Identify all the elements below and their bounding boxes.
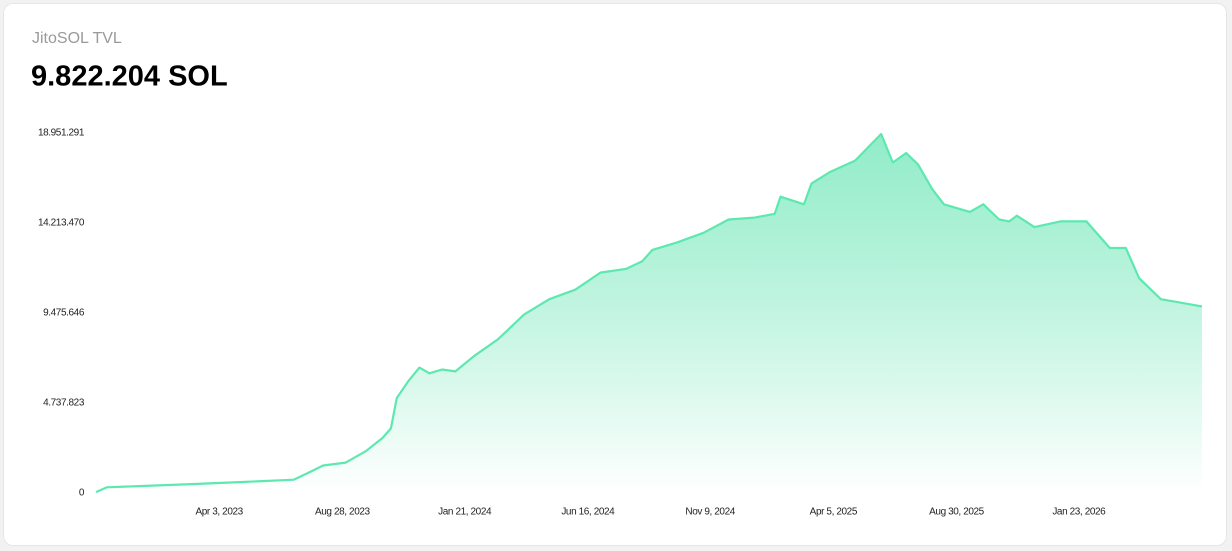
area-line <box>95 132 1203 494</box>
title: JitoSOL TVL <box>32 30 122 47</box>
x-tick-label: Jan 23, 2026 <box>1052 507 1106 518</box>
x-tick-label: Nov 9, 2024 <box>685 507 735 518</box>
y-tick-label: 14.213.470 <box>38 218 85 229</box>
x-tick-label: Apr 5, 2025 <box>810 507 858 518</box>
y-tick-label: 9.475.646 <box>43 308 85 319</box>
x-tick-label: Jan 21, 2024 <box>438 507 492 518</box>
x-tick-label: Aug 30, 2025 <box>929 507 985 518</box>
area-fill <box>96 134 1202 493</box>
y-tick-label: 0 <box>79 488 85 499</box>
y-tick-label: 18.951.291 <box>38 128 85 139</box>
x-tick-label: Apr 3, 2023 <box>196 507 244 518</box>
x-tick-label: Aug 28, 2023 <box>315 507 371 518</box>
headline-value: 9.822.204 SOL <box>31 61 228 93</box>
x-tick-label: Jun 16, 2024 <box>561 507 615 518</box>
y-tick-label: 4.737.823 <box>43 398 85 409</box>
